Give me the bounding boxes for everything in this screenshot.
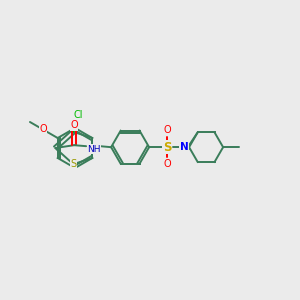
Text: O: O	[163, 125, 171, 135]
Text: S: S	[70, 159, 76, 169]
Text: N: N	[180, 142, 188, 152]
Text: O: O	[163, 159, 171, 169]
Text: NH: NH	[87, 145, 101, 154]
Text: S: S	[163, 141, 171, 154]
Text: O: O	[39, 124, 47, 134]
Text: Cl: Cl	[74, 110, 83, 120]
Text: O: O	[70, 120, 78, 130]
